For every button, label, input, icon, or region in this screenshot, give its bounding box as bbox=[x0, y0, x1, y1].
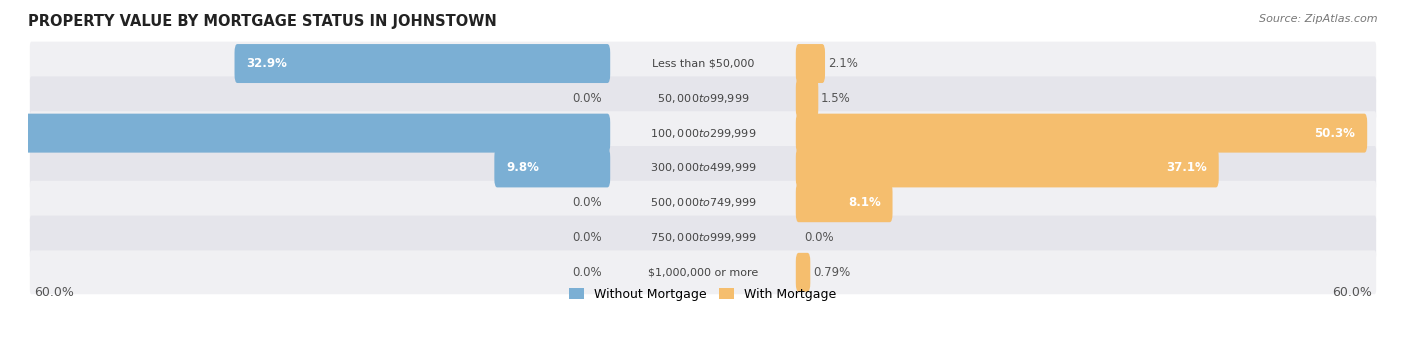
Text: 9.8%: 9.8% bbox=[506, 161, 538, 175]
Text: 2.1%: 2.1% bbox=[828, 57, 858, 70]
Text: 37.1%: 37.1% bbox=[1166, 161, 1206, 175]
FancyBboxPatch shape bbox=[495, 148, 610, 188]
Text: $100,000 to $299,999: $100,000 to $299,999 bbox=[650, 127, 756, 139]
Legend: Without Mortgage, With Mortgage: Without Mortgage, With Mortgage bbox=[564, 283, 842, 306]
FancyBboxPatch shape bbox=[796, 114, 1367, 153]
FancyBboxPatch shape bbox=[30, 42, 1376, 86]
Text: 60.0%: 60.0% bbox=[34, 286, 73, 299]
Text: 57.4%: 57.4% bbox=[0, 127, 11, 139]
Text: 8.1%: 8.1% bbox=[848, 196, 880, 209]
Text: 0.0%: 0.0% bbox=[804, 231, 834, 244]
FancyBboxPatch shape bbox=[796, 183, 893, 222]
Text: Less than $50,000: Less than $50,000 bbox=[652, 59, 754, 69]
FancyBboxPatch shape bbox=[235, 44, 610, 83]
Text: 1.5%: 1.5% bbox=[821, 92, 851, 105]
FancyBboxPatch shape bbox=[30, 76, 1376, 120]
Text: $500,000 to $749,999: $500,000 to $749,999 bbox=[650, 196, 756, 209]
Text: 60.0%: 60.0% bbox=[1333, 286, 1372, 299]
Text: $1,000,000 or more: $1,000,000 or more bbox=[648, 267, 758, 277]
FancyBboxPatch shape bbox=[30, 250, 1376, 294]
Text: PROPERTY VALUE BY MORTGAGE STATUS IN JOHNSTOWN: PROPERTY VALUE BY MORTGAGE STATUS IN JOH… bbox=[28, 14, 496, 29]
Text: $300,000 to $499,999: $300,000 to $499,999 bbox=[650, 161, 756, 175]
Text: Source: ZipAtlas.com: Source: ZipAtlas.com bbox=[1260, 14, 1378, 24]
Text: 32.9%: 32.9% bbox=[246, 57, 287, 70]
FancyBboxPatch shape bbox=[30, 111, 1376, 155]
FancyBboxPatch shape bbox=[796, 44, 825, 83]
FancyBboxPatch shape bbox=[30, 216, 1376, 260]
Text: $750,000 to $999,999: $750,000 to $999,999 bbox=[650, 231, 756, 244]
FancyBboxPatch shape bbox=[30, 181, 1376, 225]
FancyBboxPatch shape bbox=[30, 146, 1376, 190]
Text: 0.0%: 0.0% bbox=[572, 196, 602, 209]
Text: 0.0%: 0.0% bbox=[572, 266, 602, 279]
Text: 0.79%: 0.79% bbox=[813, 266, 851, 279]
FancyBboxPatch shape bbox=[796, 148, 1219, 188]
FancyBboxPatch shape bbox=[796, 79, 818, 118]
Text: 0.0%: 0.0% bbox=[572, 92, 602, 105]
FancyBboxPatch shape bbox=[0, 114, 610, 153]
Text: $50,000 to $99,999: $50,000 to $99,999 bbox=[657, 92, 749, 105]
FancyBboxPatch shape bbox=[796, 253, 810, 292]
Text: 50.3%: 50.3% bbox=[1315, 127, 1355, 139]
Text: 0.0%: 0.0% bbox=[572, 231, 602, 244]
